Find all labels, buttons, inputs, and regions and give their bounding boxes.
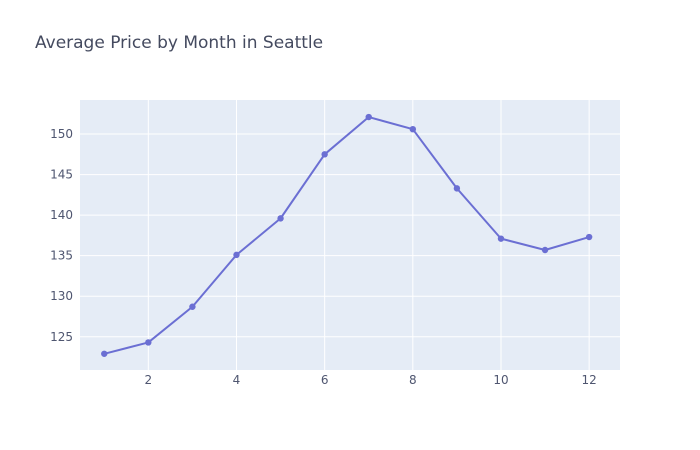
data-point [497,235,505,242]
x-axis-ticks: 2 4 6 8 10 12 [145,373,597,387]
y-tick-label: 125 [50,330,73,344]
x-tick-label: 12 [582,373,597,387]
x-tick-label: 10 [493,373,508,387]
x-tick-label: 2 [145,373,153,387]
y-tick-label: 145 [50,168,73,182]
y-tick-label: 150 [50,127,73,141]
chart-title: Average Price by Month in Seattle [35,33,324,53]
plot-area [80,100,620,370]
y-tick-label: 140 [50,208,73,222]
data-point [409,125,417,133]
data-point [541,246,549,254]
data-point [145,339,152,346]
data-point [453,185,461,192]
data-point [321,151,328,158]
series-line [103,116,590,355]
data-point [365,113,372,121]
x-tick-label: 6 [321,373,329,387]
data-point [277,215,284,222]
y-tick-label: 130 [50,289,73,303]
y-tick-label: 135 [50,249,73,263]
data-point [101,350,108,357]
series-points [101,113,593,357]
data-point [233,251,240,259]
y-axis-ticks: 125 130 135 140 145 150 [50,127,73,344]
x-tick-label: 8 [409,373,417,387]
data-point [189,303,196,310]
data-point [585,233,593,241]
x-tick-label: 4 [233,373,241,387]
